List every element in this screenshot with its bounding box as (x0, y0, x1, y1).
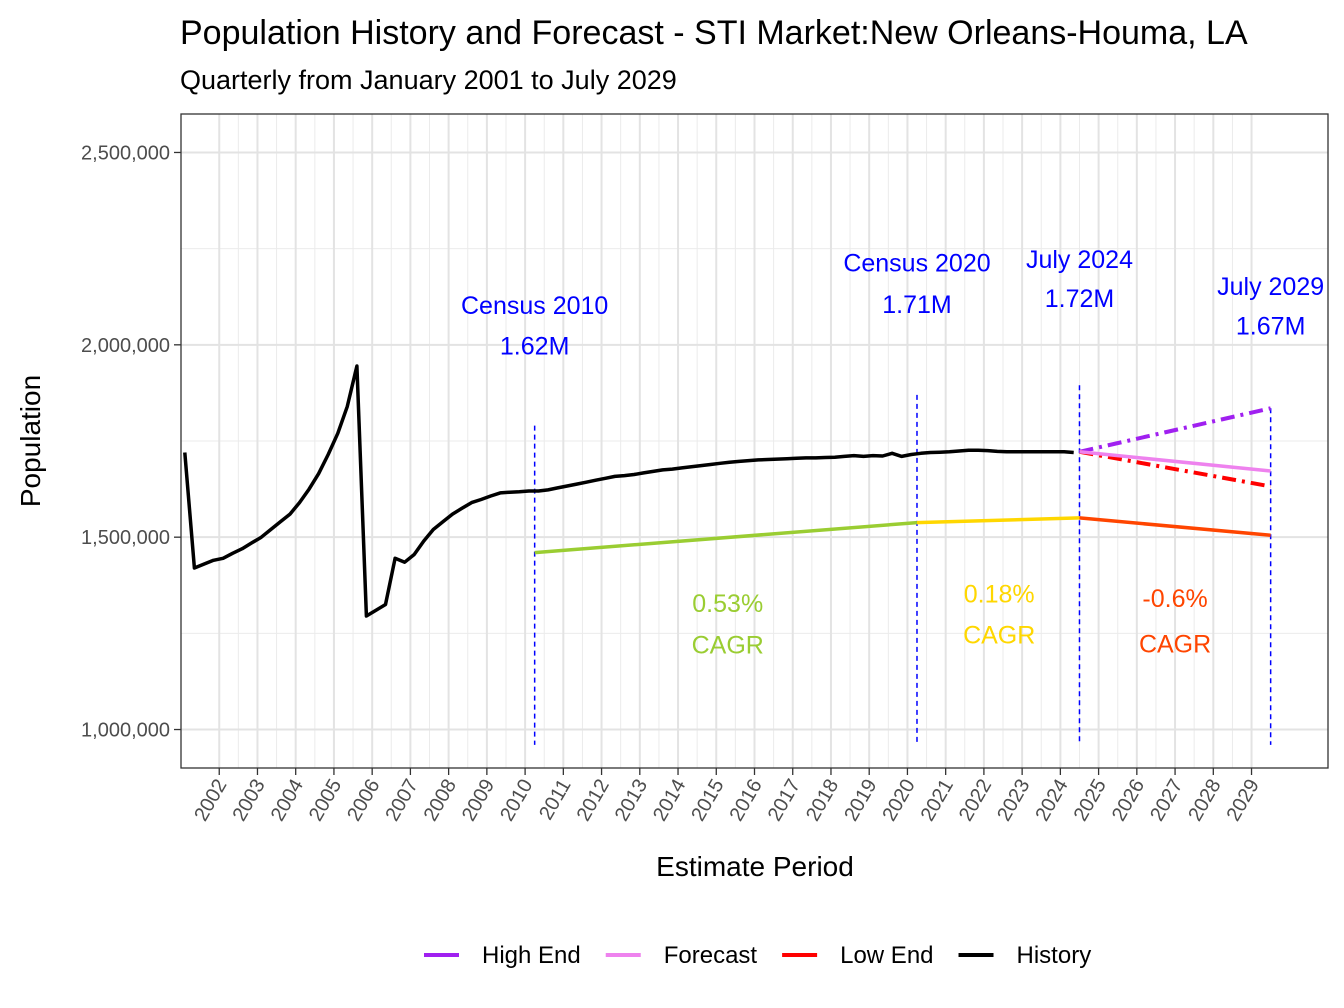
x-tick-label: 2019 (840, 776, 881, 826)
annotation-label-2: Census 2020 (843, 250, 990, 278)
x-tick-label: 2016 (726, 776, 767, 826)
x-tick-label: 2004 (267, 776, 308, 826)
y-tick-label: 2,500,000 (81, 142, 170, 164)
x-tick-label: 2014 (649, 776, 690, 826)
annotation-label-5: 0.53% (692, 590, 763, 618)
x-tick-label: 2029 (1223, 776, 1264, 826)
x-tick-label: 2027 (1146, 776, 1187, 826)
x-tick-label: 2026 (1108, 776, 1149, 826)
y-tick-label: 1,500,000 (81, 527, 170, 549)
x-tick-label: 2024 (1031, 776, 1072, 826)
annotation-label-7: -0.6% (1142, 585, 1207, 613)
annotation-value-5: CAGR (692, 631, 764, 659)
annotation-label-3: July 2024 (1026, 246, 1133, 274)
x-tick-label: 2008 (420, 776, 461, 826)
x-axis-ticks: 2002200320042005200620072008200920102011… (190, 768, 1264, 825)
annotation-value-1: 1.62M (500, 332, 569, 360)
x-tick-label: 2010 (496, 776, 537, 826)
annotation-value-3: 1.72M (1045, 285, 1114, 313)
x-tick-label: 2022 (955, 776, 996, 826)
minor-gridlines (181, 114, 1328, 768)
legend-label-history: History (1017, 942, 1092, 969)
x-tick-label: 2006 (343, 776, 384, 826)
series-line-forecast (1079, 450, 1271, 473)
x-tick-label: 2005 (305, 776, 346, 826)
x-tick-label: 2015 (687, 776, 728, 826)
legend-label-forecast: Forecast (664, 942, 758, 969)
y-tick-label: 2,000,000 (81, 335, 170, 357)
chart-subtitle: Quarterly from January 2001 to July 2029 (180, 65, 677, 95)
series-line-history (183, 364, 1074, 618)
x-tick-label: 2025 (1070, 776, 1111, 826)
legend-label-high-end: High End (482, 942, 581, 969)
x-tick-label: 2009 (458, 776, 499, 826)
annotation-value-7: CAGR (1139, 631, 1211, 659)
x-tick-label: 2017 (764, 776, 805, 826)
legend-label-low-end: Low End (840, 942, 933, 969)
reference-lines (533, 385, 1272, 745)
x-tick-label: 2018 (802, 776, 843, 826)
y-axis-ticks: 1,000,000 1,500,000 2,000,000 2,500,000 (81, 142, 181, 742)
annotations: Census 2010 1.62M Census 2020 1.71M July 202… (461, 246, 1324, 659)
annotation-label-4: July 2029 (1217, 273, 1324, 301)
x-tick-label: 2021 (917, 776, 958, 826)
annotation-value-2: 1.71M (882, 291, 951, 319)
legend: High End Forecast Low End History (424, 942, 1091, 969)
x-tick-label: 2028 (1184, 776, 1225, 826)
series-lines (183, 364, 1272, 618)
x-tick-label: 2020 (878, 776, 919, 826)
annotation-label-6: 0.18% (964, 581, 1035, 609)
series-line-cagr-2020-2024 (916, 516, 1080, 525)
chart-title: Population History and Forecast - STI Ma… (180, 14, 1248, 52)
x-tick-label: 2012 (573, 776, 614, 826)
x-tick-label: 2011 (535, 776, 576, 824)
x-tick-label: 2003 (228, 776, 269, 826)
series-line-low-end (1079, 449, 1271, 489)
series-line-cagr-2010-2020 (534, 520, 918, 555)
x-axis-title: Estimate Period (656, 851, 854, 882)
annotation-value-6: CAGR (963, 622, 1035, 650)
series-line-high-end (1079, 406, 1272, 454)
x-tick-label: 2002 (190, 776, 231, 826)
series-line-cagr-2024-2029 (1079, 516, 1271, 538)
major-gridlines (181, 114, 1328, 768)
x-tick-label: 2023 (993, 776, 1034, 826)
y-axis-title: Population (15, 375, 46, 507)
annotation-label-1: Census 2010 (461, 292, 608, 320)
annotation-value-4: 1.67M (1236, 312, 1305, 340)
y-tick-label: 1,000,000 (81, 720, 170, 742)
x-tick-label: 2007 (381, 776, 422, 826)
x-tick-label: 2013 (611, 776, 652, 826)
